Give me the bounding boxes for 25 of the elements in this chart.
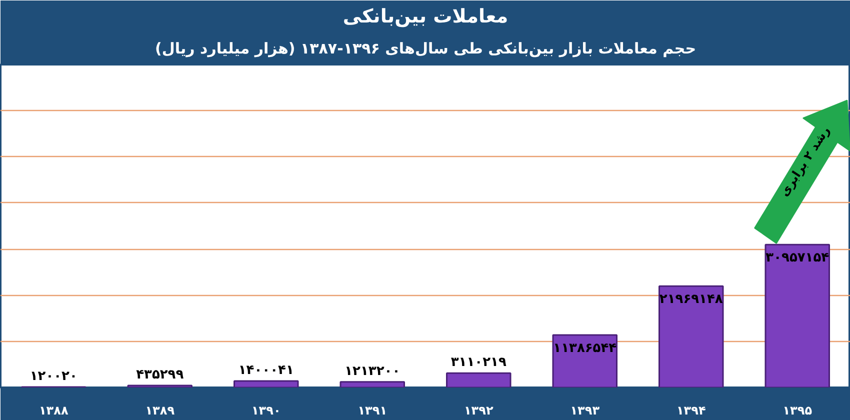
x-tick-label: ۱۳۸۹ [145, 404, 176, 418]
bar [446, 372, 512, 388]
bar [234, 380, 299, 388]
data-label: ۳۱۱۰۲۱۹ [450, 355, 506, 370]
chart-subtitle: حجم معاملات بازار بین‌بانکی طی سال‌های ۱۳۹۶-۱۳۸۷ (هزار میلیارد ریال) [155, 40, 696, 58]
bar [340, 381, 405, 388]
data-label: ۴۳۵۲۹۹ [136, 367, 184, 382]
bar [127, 384, 192, 388]
x-tick-label: ۱۳۹۲ [464, 404, 494, 418]
annotation: رشد ۲ برابری [777, 124, 833, 199]
chart-title: معاملات بین‌بانکی [342, 6, 508, 28]
data-label: ۱۱۳۸۶۵۴۴ [553, 340, 617, 356]
x-tick-label: ۱۳۹۴ [676, 404, 706, 418]
data-label: ۱۲۱۳۲۰۰ [344, 364, 400, 379]
x-tick-label: ۱۳۸۸ [38, 404, 69, 418]
data-label: ۳۰۹۵۷۱۵۴ [766, 250, 830, 266]
data-label: ۲۱۹۶۹۱۴۸ [659, 292, 723, 308]
x-tick-label: ۱۳۹۵ [782, 404, 812, 418]
bar [658, 285, 724, 388]
x-tick-label: ۱۳۹۳ [570, 404, 600, 418]
data-label: ۱۲۰۰۲۰ [30, 368, 78, 384]
x-tick-label: ۱۳۹۱ [358, 404, 388, 418]
x-tick-label: ۱۳۹۰ [251, 404, 281, 418]
data-label: ۱۴۰۰۰۴۱ [238, 363, 294, 378]
bar [552, 334, 618, 388]
